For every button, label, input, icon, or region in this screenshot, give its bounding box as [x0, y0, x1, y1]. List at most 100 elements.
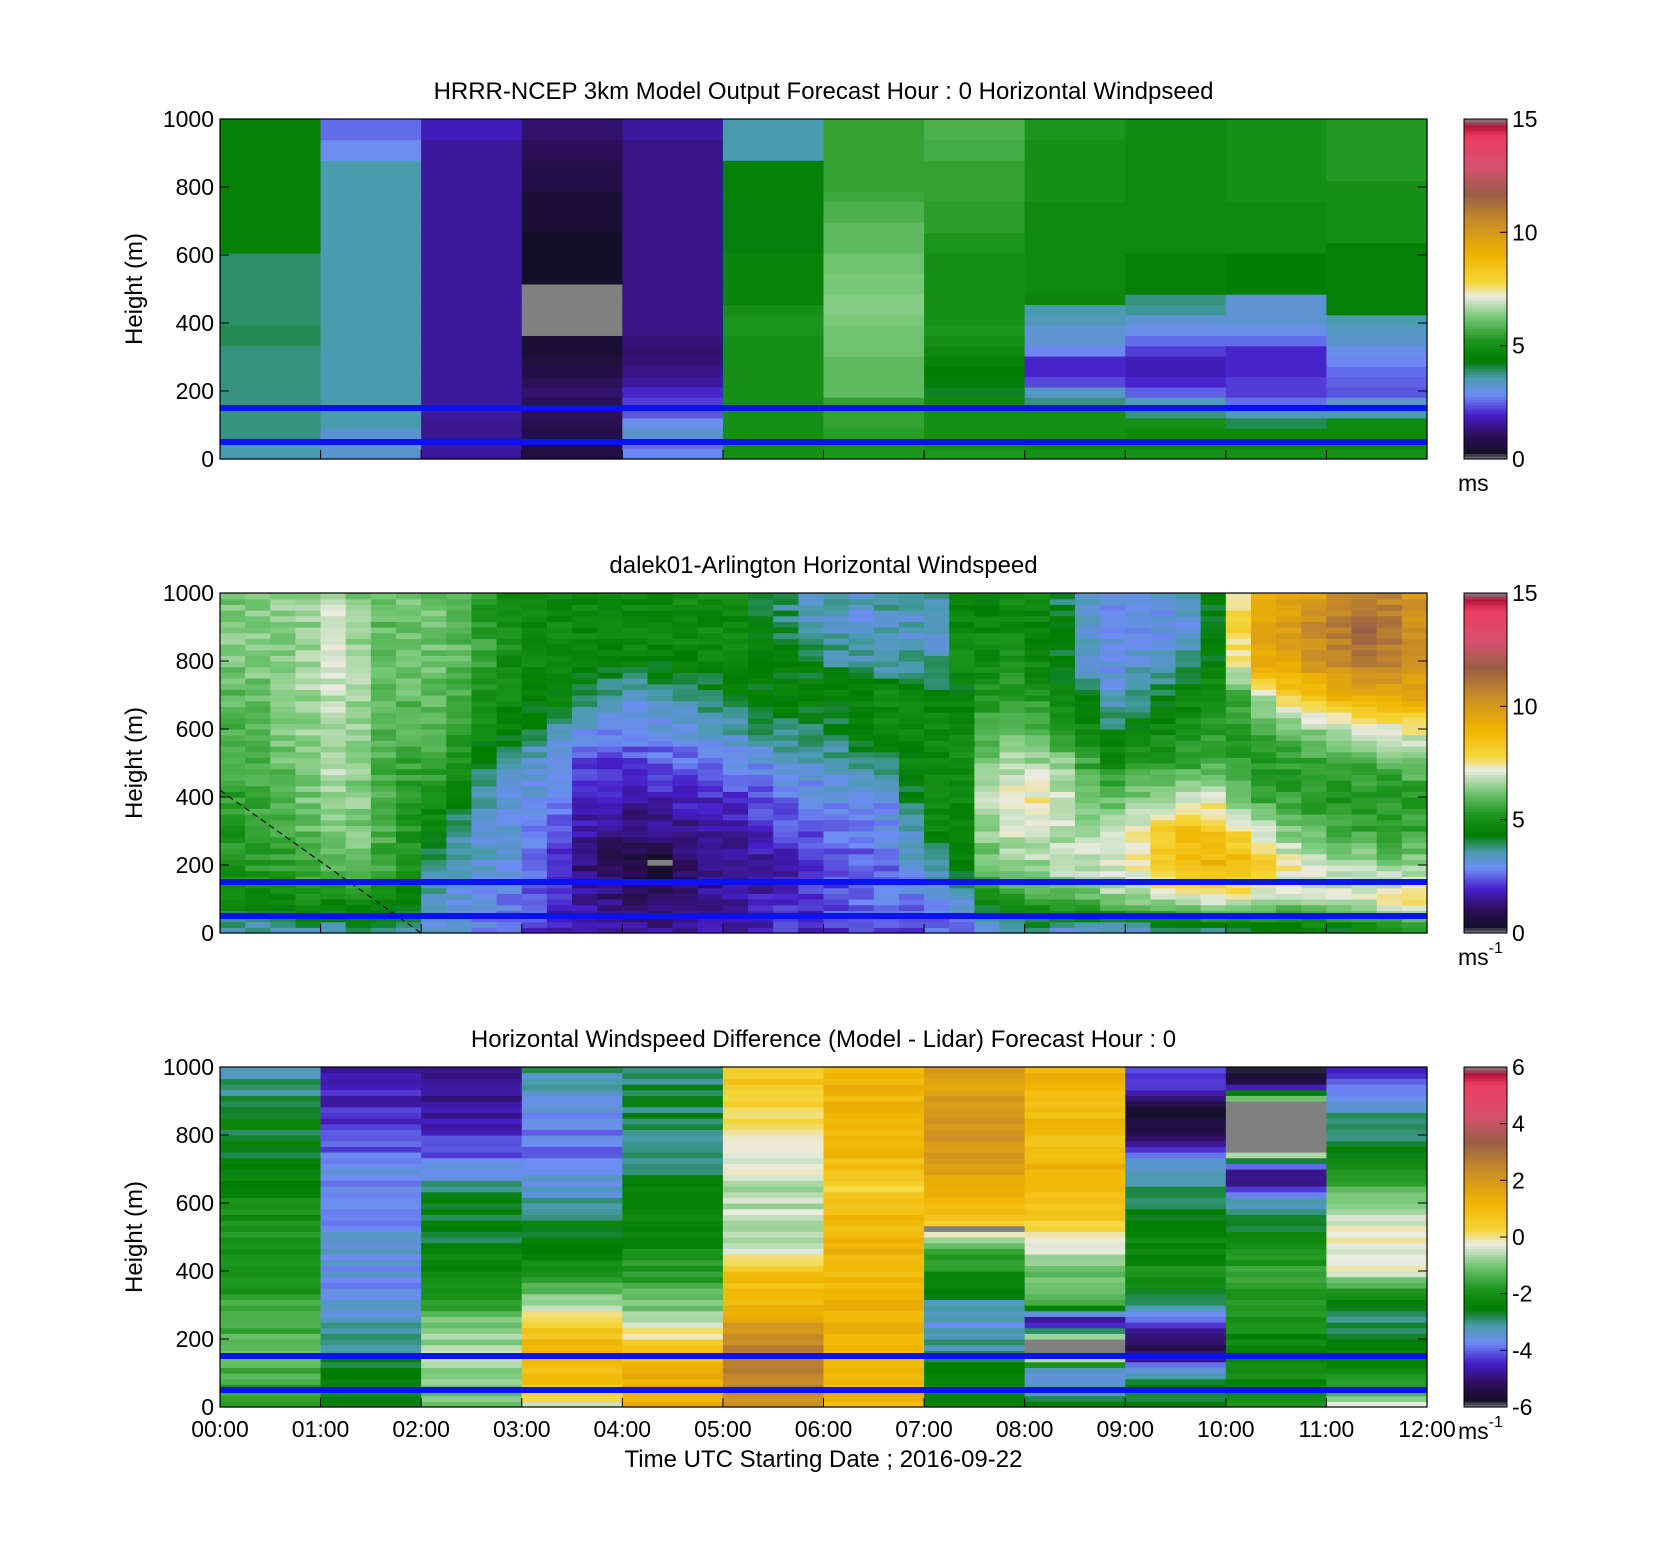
- heat-cell: [873, 921, 900, 928]
- heat-cell: [1326, 598, 1353, 605]
- heat-cell: [471, 836, 498, 843]
- heat-cell: [622, 604, 649, 611]
- heat-cell: [1125, 1174, 1227, 1181]
- heat-cell: [597, 797, 623, 804]
- heat-cell: [245, 825, 271, 832]
- heat-cell: [1250, 763, 1277, 770]
- heat-cell: [622, 170, 724, 182]
- heat-cell: [898, 627, 925, 634]
- heat-cell: [295, 610, 322, 617]
- heat-cell: [245, 768, 271, 775]
- colorbar-segment: [1464, 342, 1507, 347]
- heat-cell: [697, 853, 724, 860]
- heat-cell: [345, 808, 372, 815]
- heat-cell: [1049, 870, 1076, 877]
- heat-cell: [672, 916, 699, 923]
- heat-cell: [421, 893, 447, 900]
- heat-cell: [1024, 751, 1051, 758]
- colorbar-segment: [1464, 334, 1507, 338]
- heat-cell: [722, 304, 825, 316]
- heat-cell: [949, 853, 975, 860]
- panel-model: HRRR-NCEP 3km Model Output Forecast Hour…: [121, 78, 1538, 496]
- heat-cell: [572, 763, 598, 770]
- heat-cell: [1175, 638, 1202, 645]
- heat-cell: [496, 729, 523, 736]
- heat-cell: [1225, 887, 1252, 894]
- heat-cell: [697, 791, 724, 798]
- heat-cell: [798, 712, 825, 719]
- y-tick-label: 800: [176, 1122, 214, 1148]
- heat-cell: [1225, 1072, 1328, 1079]
- heat-cell: [722, 1293, 825, 1300]
- heat-cell: [370, 780, 397, 787]
- heat-cell: [798, 638, 825, 645]
- heat-cell: [672, 672, 699, 679]
- heat-cell: [1150, 689, 1177, 696]
- heat-cell: [1150, 870, 1177, 877]
- heat-cell: [1125, 1293, 1227, 1300]
- heat-cell: [597, 689, 623, 696]
- heat-cell: [345, 683, 372, 690]
- heat-cell: [999, 644, 1026, 651]
- heat-cell: [1175, 916, 1202, 923]
- heat-cell: [421, 916, 447, 923]
- colorbar-segment: [1464, 1086, 1507, 1091]
- heat-cell: [1250, 785, 1277, 792]
- heat-cell: [722, 842, 749, 849]
- heat-cell: [999, 734, 1026, 741]
- heat-cell: [1326, 1339, 1428, 1346]
- heat-cell: [1074, 791, 1101, 798]
- colorbar-segment: [1464, 178, 1507, 182]
- heat-cell: [924, 1191, 1026, 1198]
- heat-cell: [823, 1390, 925, 1397]
- heat-cell: [823, 1367, 925, 1374]
- heat-cell: [1125, 734, 1151, 741]
- heat-cell: [873, 734, 900, 741]
- heat-cell: [773, 814, 799, 821]
- heat-cell: [622, 386, 724, 398]
- heat-cell: [823, 1248, 925, 1255]
- heat-cell: [1401, 734, 1428, 741]
- heat-cell: [647, 870, 674, 877]
- heat-cell: [1326, 407, 1428, 419]
- heat-cell: [320, 242, 422, 254]
- heat-cell: [722, 139, 825, 151]
- heat-cell: [1250, 887, 1277, 894]
- heat-cell: [1100, 740, 1126, 747]
- heat-cell: [873, 661, 900, 668]
- colorbar-segment: [1464, 799, 1507, 804]
- heat-cell: [1024, 428, 1126, 439]
- heat-cell: [1024, 1106, 1126, 1113]
- heat-cell: [521, 1265, 623, 1272]
- heat-cell: [1175, 627, 1202, 634]
- heat-cell: [647, 836, 674, 843]
- colorbar-segment: [1464, 595, 1507, 600]
- colorbar-segment: [1464, 754, 1507, 758]
- heat-cell: [1024, 859, 1051, 866]
- heat-cell: [773, 870, 799, 877]
- heat-cell: [1125, 1078, 1227, 1085]
- heat-cell: [421, 1135, 523, 1142]
- heat-cell: [1024, 232, 1126, 244]
- heat-cell: [320, 927, 347, 934]
- heat-cell: [722, 1265, 825, 1272]
- heat-cell: [295, 598, 322, 605]
- heat-cell: [722, 345, 825, 357]
- heat-cell: [1024, 345, 1126, 357]
- heat-cell: [1100, 780, 1126, 787]
- heat-cell: [924, 386, 1026, 398]
- heat-cell: [1024, 355, 1126, 367]
- heat-cell: [1024, 865, 1051, 872]
- heat-cell: [1049, 746, 1076, 753]
- heat-cell: [647, 921, 674, 928]
- heat-cell: [823, 757, 850, 764]
- heat-cell: [622, 1140, 724, 1147]
- heat-cell: [320, 1197, 422, 1204]
- heat-cell: [295, 870, 322, 877]
- heat-cell: [572, 610, 598, 617]
- heat-cell: [471, 780, 498, 787]
- heat-cell: [1049, 785, 1076, 792]
- heat-cell: [622, 304, 724, 316]
- heat-cell: [396, 751, 422, 758]
- heat-cell: [521, 1293, 623, 1300]
